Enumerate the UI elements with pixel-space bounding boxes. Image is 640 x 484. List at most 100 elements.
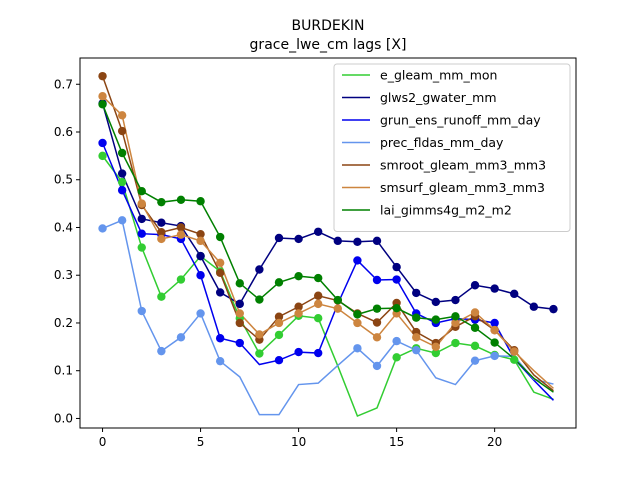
data-point-lai_gimms4g_m2_m2: [372, 304, 382, 313]
x-tick-label: 15: [389, 435, 404, 449]
data-point-prec_fldas_mm_day: [98, 224, 107, 233]
plot-frame: [79, 57, 577, 429]
data-point-glws2_gwater_mm: [215, 288, 225, 297]
data-point-lai_gimms4g_m2_m2: [196, 197, 205, 206]
data-point-smsurf_gleam_mm3_mm3: [215, 258, 225, 268]
data-point-smroot_gleam_mm3_mm3: [235, 318, 244, 328]
data-point-smsurf_gleam_mm3_mm3: [313, 299, 323, 309]
legend-label: smsurf_gleam_mm3_mm3: [380, 180, 545, 195]
data-point-prec_fldas_mm_day: [490, 351, 499, 361]
x-axis: 0 5 10 15 20: [99, 428, 502, 449]
data-point-smroot_gleam_mm3_mm3: [176, 223, 186, 232]
data-point-grun_ens_runoff_mm_day: [490, 318, 499, 328]
data-point-e_gleam_mm_mon: [313, 313, 323, 323]
data-point-grun_ens_runoff_mm_day: [137, 229, 146, 238]
data-point-lai_gimms4g_m2_m2: [431, 315, 441, 324]
data-point-smroot_gleam_mm3_mm3: [157, 228, 166, 237]
data-point-smroot_gleam_mm3_mm3: [313, 291, 323, 300]
data-point-smsurf_gleam_mm3_mm3: [176, 230, 186, 239]
data-point-grun_ens_runoff_mm_day: [294, 347, 303, 357]
data-point-smsurf_gleam_mm3_mm3: [372, 333, 382, 342]
data-point-smsurf_gleam_mm3_mm3: [353, 318, 362, 328]
y-tick-label: 0.7: [54, 77, 73, 91]
data-point-lai_gimms4g_m2_m2: [235, 279, 244, 288]
data-point-prec_fldas_mm_day: [157, 346, 166, 356]
data-point-grun_ens_runoff_mm_day: [196, 271, 205, 280]
data-point-grun_ens_runoff_mm_day: [274, 356, 284, 365]
data-point-e_gleam_mm_mon: [137, 243, 146, 252]
series-markers: [98, 71, 558, 371]
data-point-glws2_gwater_mm: [235, 299, 244, 309]
data-point-glws2_gwater_mm: [333, 236, 343, 246]
data-point-glws2_gwater_mm: [549, 304, 558, 314]
legend-label: grun_ens_runoff_mm_day: [380, 113, 541, 128]
data-point-glws2_gwater_mm: [372, 236, 382, 246]
data-point-glws2_gwater_mm: [510, 289, 519, 299]
data-point-e_gleam_mm_mon: [470, 341, 480, 351]
data-point-e_gleam_mm_mon: [176, 275, 186, 284]
data-point-lai_gimms4g_m2_m2: [392, 303, 401, 313]
y-tick-label: 0.6: [54, 125, 73, 139]
x-tick-label: 0: [99, 435, 107, 449]
data-point-smsurf_gleam_mm3_mm3: [451, 318, 460, 328]
data-point-grun_ens_runoff_mm_day: [313, 348, 323, 358]
data-point-lai_gimms4g_m2_m2: [117, 148, 127, 158]
data-point-lai_gimms4g_m2_m2: [157, 197, 166, 207]
data-point-prec_fldas_mm_day: [117, 216, 127, 225]
data-point-lai_gimms4g_m2_m2: [274, 278, 284, 287]
legend-box: [333, 63, 571, 232]
data-point-glws2_gwater_mm: [255, 265, 264, 274]
data-point-grun_ens_runoff_mm_day: [353, 256, 362, 265]
data-point-e_gleam_mm_mon: [451, 338, 460, 348]
data-point-smroot_gleam_mm3_mm3: [215, 268, 225, 278]
y-axis: 0.0 0.1 0.2 0.3 0.4 0.5 0.6 0.7: [54, 77, 80, 425]
data-point-prec_fldas_mm_day: [412, 345, 421, 355]
data-point-glws2_gwater_mm: [392, 262, 401, 272]
legend-label: glws2_gwater_mm: [380, 90, 497, 105]
data-point-glws2_gwater_mm: [157, 218, 166, 227]
data-point-grun_ens_runoff_mm_day: [98, 138, 107, 148]
data-point-lai_gimms4g_m2_m2: [137, 187, 146, 196]
data-point-lai_gimms4g_m2_m2: [451, 312, 460, 321]
data-point-smroot_gleam_mm3_mm3: [274, 312, 284, 321]
data-point-lai_gimms4g_m2_m2: [98, 100, 107, 109]
y-tick-label: 0.2: [54, 316, 73, 330]
data-point-lai_gimms4g_m2_m2: [353, 310, 362, 319]
x-tick-label: 20: [487, 435, 502, 449]
data-point-smroot_gleam_mm3_mm3: [98, 71, 107, 81]
data-point-glws2_gwater_mm: [529, 302, 539, 311]
data-point-prec_fldas_mm_day: [176, 333, 186, 342]
data-point-smsurf_gleam_mm3_mm3: [490, 325, 499, 335]
data-point-e_gleam_mm_mon: [274, 330, 284, 340]
data-point-smroot_gleam_mm3_mm3: [372, 318, 382, 327]
x-tick-label: 5: [197, 435, 205, 449]
data-point-prec_fldas_mm_day: [196, 309, 205, 318]
data-point-prec_fldas_mm_day: [392, 336, 401, 346]
data-point-smsurf_gleam_mm3_mm3: [431, 342, 441, 352]
data-point-smsurf_gleam_mm3_mm3: [274, 318, 284, 328]
data-point-lai_gimms4g_m2_m2: [255, 295, 264, 304]
data-point-smsurf_gleam_mm3_mm3: [235, 309, 244, 318]
y-tick-label: 0.3: [54, 268, 73, 282]
legend: e_gleam_mm_mon glws2_gwater_mm grun_ens_ru…: [333, 63, 571, 232]
data-point-glws2_gwater_mm: [294, 234, 303, 244]
data-point-grun_ens_runoff_mm_day: [215, 334, 225, 343]
data-point-prec_fldas_mm_day: [372, 361, 382, 371]
data-point-e_gleam_mm_mon: [431, 348, 441, 358]
data-point-lai_gimms4g_m2_m2: [313, 273, 323, 283]
data-point-smsurf_gleam_mm3_mm3: [98, 91, 107, 101]
chart-subtitle: grace_lwe_cm lags [X]: [250, 37, 407, 53]
data-point-lai_gimms4g_m2_m2: [412, 313, 421, 322]
data-point-smsurf_gleam_mm3_mm3: [510, 347, 519, 356]
data-point-glws2_gwater_mm: [137, 214, 146, 224]
legend-label: lai_gimms4g_m2_m2: [380, 203, 512, 218]
data-point-smsurf_gleam_mm3_mm3: [196, 236, 205, 246]
y-tick-label: 0.0: [54, 411, 73, 425]
data-point-e_gleam_mm_mon: [510, 355, 519, 364]
data-point-smroot_gleam_mm3_mm3: [117, 126, 127, 136]
data-point-e_gleam_mm_mon: [98, 151, 107, 161]
data-point-smsurf_gleam_mm3_mm3: [255, 330, 264, 339]
y-tick-label: 0.1: [54, 364, 73, 378]
data-point-smsurf_gleam_mm3_mm3: [333, 304, 343, 313]
